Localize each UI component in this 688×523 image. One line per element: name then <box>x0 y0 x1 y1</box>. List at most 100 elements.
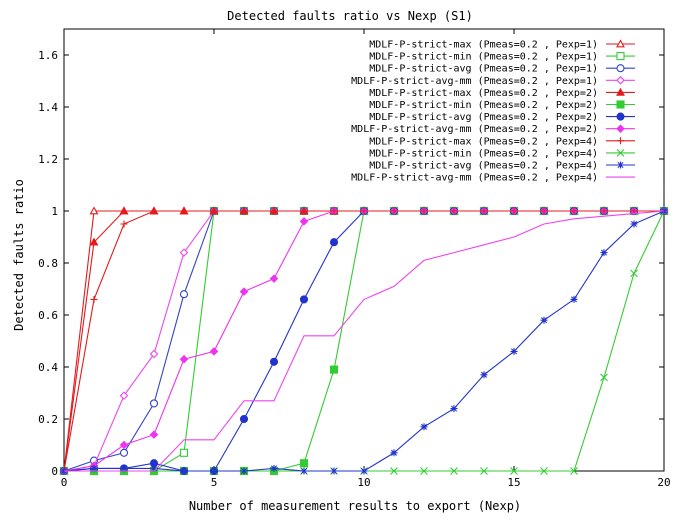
y-tick-label: 0 <box>51 465 58 478</box>
data-point <box>210 207 218 215</box>
y-tick-label: 0.6 <box>38 309 58 322</box>
data-point <box>90 464 98 472</box>
legend-label: MDLF-P-strict-avg (Pmeas=0.2 , Pexp=4) <box>369 161 598 172</box>
data-point <box>330 207 338 215</box>
data-point <box>600 207 608 215</box>
legend-swatch-marker <box>616 52 625 61</box>
data-point <box>480 467 488 475</box>
x-tick-label: 10 <box>357 476 370 489</box>
data-point <box>240 467 248 475</box>
data-point <box>600 373 608 382</box>
data-point <box>150 207 158 215</box>
series-12 <box>64 210 665 472</box>
legend-entry: MDLF-P-strict-avg-mm (Pmeas=0.2 , Pexp=4… <box>351 173 635 184</box>
series-line <box>64 210 665 472</box>
x-axis-label: Number of measurement results to export … <box>189 499 521 513</box>
legend-swatch-marker <box>616 39 625 48</box>
data-point <box>149 349 159 359</box>
data-point <box>119 440 129 450</box>
legend-label: MDLF-P-strict-avg-mm (Pmeas=0.2 , Pexp=1… <box>351 76 598 87</box>
y-tick-label: 1 <box>51 205 58 218</box>
data-point <box>450 405 458 413</box>
data-point <box>239 414 249 424</box>
data-point <box>89 237 99 246</box>
legend-label: MDLF-P-strict-avg-mm (Pmeas=0.2 , Pexp=4… <box>351 173 598 184</box>
legend-entry: MDLF-P-strict-avg (Pmeas=0.2 , Pexp=1) <box>369 64 635 75</box>
data-point <box>630 220 638 228</box>
data-point <box>299 295 309 304</box>
legend-label: MDLF-P-strict-max (Pmeas=0.2 , Pexp=2) <box>369 88 598 99</box>
data-point <box>570 295 578 303</box>
chart-title: Detected faults ratio vs Nexp (S1) <box>227 9 473 23</box>
data-point <box>420 207 428 215</box>
data-point <box>119 448 129 457</box>
data-point <box>630 269 638 278</box>
data-point <box>360 467 368 475</box>
legend-entry: MDLF-P-strict-min (Pmeas=0.2 , Pexp=1) <box>369 52 635 63</box>
data-point <box>329 238 339 247</box>
data-point <box>329 365 339 374</box>
legend-entry: MDLF-P-strict-avg-mm (Pmeas=0.2 , Pexp=2… <box>351 124 635 135</box>
legend-label: MDLF-P-strict-max (Pmeas=0.2 , Pexp=1) <box>369 40 598 51</box>
data-point <box>120 464 128 472</box>
data-point <box>480 371 488 379</box>
data-point <box>89 206 99 215</box>
data-point <box>360 207 368 215</box>
data-point <box>390 449 398 457</box>
legend-label: MDLF-P-strict-avg (Pmeas=0.2 , Pexp=1) <box>369 64 598 75</box>
data-point <box>450 467 458 475</box>
data-point <box>240 207 248 215</box>
data-point <box>300 467 308 475</box>
legend: MDLF-P-strict-max (Pmeas=0.2 , Pexp=1)MD… <box>351 39 635 184</box>
data-point <box>120 220 128 228</box>
legend-label: MDLF-P-strict-avg (Pmeas=0.2 , Pexp=2) <box>369 112 598 123</box>
x-tick-label: 0 <box>61 476 68 489</box>
data-point <box>179 248 189 257</box>
data-point <box>540 207 548 215</box>
data-point <box>179 354 189 364</box>
y-tick-label: 0.4 <box>38 361 58 374</box>
data-point <box>180 467 188 475</box>
data-point <box>269 357 279 366</box>
legend-label: MDLF-P-strict-max (Pmeas=0.2 , Pexp=4) <box>369 136 598 147</box>
legend-entry: MDLF-P-strict-max (Pmeas=0.2 , Pexp=4) <box>369 136 635 147</box>
y-tick-label: 0.8 <box>38 257 58 270</box>
legend-label: MDLF-P-strict-min (Pmeas=0.2 , Pexp=4) <box>369 148 598 159</box>
data-point <box>239 287 249 296</box>
data-point <box>149 430 159 439</box>
legend-entry: MDLF-P-strict-max (Pmeas=0.2 , Pexp=2) <box>369 87 635 99</box>
data-point <box>510 207 518 215</box>
x-tick-label: 15 <box>507 476 520 489</box>
legend-entry: MDLF-P-strict-min (Pmeas=0.2 , Pexp=4) <box>369 148 635 159</box>
series-layer <box>59 206 669 476</box>
data-point <box>180 207 188 215</box>
legend-entry: MDLF-P-strict-max (Pmeas=0.2 , Pexp=1) <box>369 39 635 51</box>
x-tick-label: 20 <box>657 476 670 489</box>
data-point <box>210 467 218 475</box>
data-point <box>119 206 129 215</box>
data-point <box>570 207 578 215</box>
y-tick-label: 0.2 <box>38 413 58 426</box>
legend-entry: MDLF-P-strict-avg-mm (Pmeas=0.2 , Pexp=1… <box>351 76 635 87</box>
data-point <box>299 459 309 468</box>
data-point <box>209 347 219 356</box>
legend-swatch-marker <box>617 137 624 145</box>
legend-swatch-marker <box>616 100 625 109</box>
data-point <box>540 467 548 475</box>
data-point <box>480 207 488 215</box>
y-axis-label: Detected faults ratio <box>12 179 26 331</box>
series-8 <box>59 206 669 476</box>
data-point <box>270 207 278 215</box>
data-point <box>390 467 398 475</box>
legend-label: MDLF-P-strict-min (Pmeas=0.2 , Pexp=2) <box>369 100 598 111</box>
y-tick-label: 1.4 <box>38 101 58 114</box>
data-point <box>269 274 279 283</box>
data-point <box>179 448 189 457</box>
legend-swatch-marker <box>616 64 625 73</box>
series-11 <box>60 207 668 475</box>
legend-swatch-marker <box>616 112 625 121</box>
data-point <box>300 207 308 215</box>
legend-label: MDLF-P-strict-avg-mm (Pmeas=0.2 , Pexp=2… <box>351 124 598 135</box>
